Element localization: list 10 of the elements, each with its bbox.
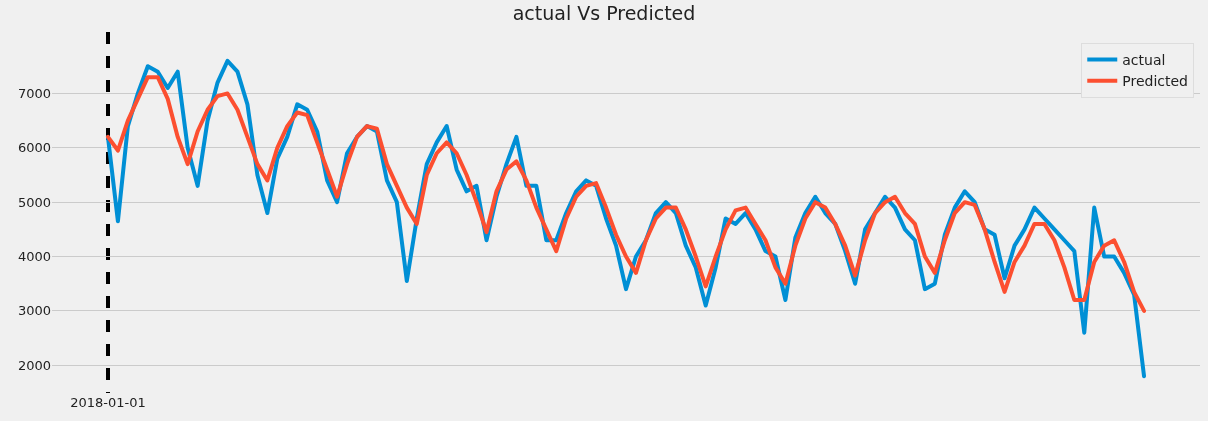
chart-title: actual Vs Predicted	[512, 1, 696, 24]
y-tick-label: 2000	[17, 357, 51, 373]
y-tick-label: 7000	[17, 85, 51, 101]
y-tick-label: 4000	[17, 249, 51, 265]
legend-label: Predicted	[1122, 73, 1188, 90]
y-tick-label: 6000	[17, 140, 51, 156]
y-tick-label: 5000	[17, 194, 51, 210]
legend-label: actual	[1122, 51, 1166, 68]
x-tick-label: 2018-01-01	[70, 395, 146, 410]
y-tick-label: 3000	[17, 303, 51, 319]
